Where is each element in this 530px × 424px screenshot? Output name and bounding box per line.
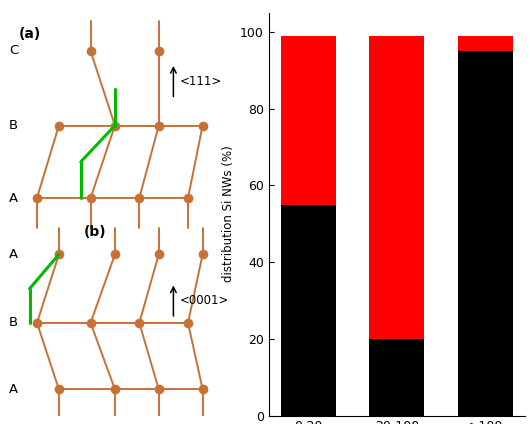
Bar — [369, 339, 425, 416]
Bar — [458, 51, 513, 416]
Bar — [280, 36, 335, 204]
Text: C: C — [9, 45, 18, 58]
Text: A: A — [9, 192, 18, 204]
Text: A: A — [9, 383, 18, 396]
Text: B: B — [9, 119, 18, 132]
Bar — [280, 204, 335, 416]
Text: <111>: <111> — [180, 75, 222, 88]
Bar — [369, 36, 425, 339]
Text: <0001>: <0001> — [180, 294, 229, 307]
Text: (a): (a) — [19, 27, 41, 41]
Text: B: B — [9, 316, 18, 329]
Text: (b): (b) — [83, 226, 106, 240]
Text: A: A — [9, 248, 18, 261]
Y-axis label: distribution Si NWs (%): distribution Si NWs (%) — [222, 146, 235, 282]
Bar — [458, 36, 513, 51]
